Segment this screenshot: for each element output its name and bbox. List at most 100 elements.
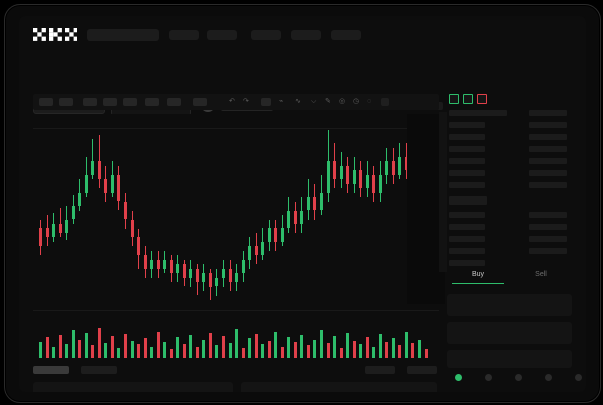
bottom-tab-active[interactable] <box>33 366 69 374</box>
candle-wick <box>216 268 218 296</box>
order-field-1[interactable] <box>447 294 572 316</box>
toolbar-interval-6[interactable] <box>145 98 159 106</box>
candle-wick <box>379 161 381 202</box>
volume-bar <box>280 346 284 358</box>
book-asks-icon[interactable] <box>477 94 487 104</box>
order-field-2[interactable] <box>447 322 572 344</box>
candle <box>261 228 265 260</box>
candle-wick <box>334 143 335 189</box>
bottom-panel-left[interactable] <box>33 382 233 392</box>
slider-dots[interactable] <box>447 374 586 384</box>
slider-dot-4[interactable] <box>545 374 552 381</box>
candle <box>293 201 297 233</box>
nav-item-2[interactable] <box>207 30 237 40</box>
candle <box>378 161 382 202</box>
volume-bar <box>274 331 278 358</box>
volume-bar <box>189 334 193 358</box>
bottom-panel-right[interactable] <box>241 382 437 392</box>
volume-bar <box>411 343 415 358</box>
order-field-3[interactable] <box>447 350 572 368</box>
toolbar-interval-1[interactable] <box>39 98 53 106</box>
volume-bar <box>45 337 49 358</box>
tab-buy[interactable]: Buy <box>447 268 509 282</box>
nav-item-4[interactable] <box>291 30 321 40</box>
volume-bar <box>339 347 343 358</box>
pencil-icon[interactable]: ✎ <box>325 98 331 105</box>
indicator-icon[interactable]: ⌵ <box>311 98 317 105</box>
slider-dot-5[interactable] <box>575 374 582 381</box>
redo-icon[interactable]: ↷ <box>243 98 249 105</box>
wave-icon[interactable]: ∿ <box>295 98 301 105</box>
timeframe-icon[interactable] <box>261 98 271 106</box>
candle-wick <box>177 255 179 283</box>
volume-bar <box>123 333 127 358</box>
camera-icon[interactable]: ◌ <box>367 98 372 105</box>
nav-search-field[interactable] <box>87 29 159 41</box>
price-chart[interactable] <box>33 114 439 364</box>
top-navigation <box>19 16 586 52</box>
toolbar-interval-5[interactable] <box>123 98 137 106</box>
fullscreen-icon[interactable] <box>381 98 389 106</box>
candle <box>398 143 402 180</box>
clock-icon[interactable]: ◷ <box>353 98 360 105</box>
volume-bar <box>391 338 395 358</box>
volume-bar <box>378 333 382 358</box>
toolbar-interval-4[interactable] <box>103 98 117 106</box>
candle-wick <box>236 264 237 292</box>
volume-bar <box>97 328 101 358</box>
candle-wick <box>268 219 270 251</box>
candle-wick <box>255 232 257 265</box>
candle <box>123 192 127 229</box>
candle-wick <box>144 246 146 278</box>
nav-item-5[interactable] <box>331 30 361 40</box>
volume-bar <box>267 340 271 358</box>
nav-item-1[interactable] <box>169 30 199 40</box>
candle <box>195 264 199 296</box>
slider-dot-2[interactable] <box>485 374 492 381</box>
toolbar-interval-2[interactable] <box>59 98 73 106</box>
best-price-row <box>449 196 487 205</box>
slider-dot-3[interactable] <box>515 374 522 381</box>
volume-bar <box>182 344 186 358</box>
candle <box>52 212 56 242</box>
order-form-tabs[interactable]: Buy Sell <box>447 268 572 288</box>
candle-wick <box>327 130 329 202</box>
nav-item-3[interactable] <box>251 30 281 40</box>
eye-icon[interactable]: ◎ <box>339 98 346 105</box>
toolbar-interval-7[interactable] <box>167 98 181 106</box>
candle <box>333 143 336 189</box>
undo-icon[interactable]: ↶ <box>229 98 235 105</box>
volume-bar <box>137 344 140 358</box>
candle <box>84 156 88 198</box>
candle <box>391 147 395 184</box>
toolbar-interval-8[interactable] <box>193 98 207 106</box>
volume-bar <box>248 338 252 358</box>
bottom-action-1[interactable] <box>365 366 395 374</box>
line-icon[interactable]: ⌁ <box>279 98 284 105</box>
slider-dot-1[interactable] <box>455 374 462 381</box>
okx-logo-icon[interactable] <box>33 28 77 42</box>
candle-wick <box>53 212 55 242</box>
candle <box>254 232 258 265</box>
book-bids-icon[interactable] <box>463 94 473 104</box>
chart-toolbar[interactable]: ↶ ↷ ⌁ ∿ ⌵ ✎ ◎ ◷ ◌ <box>33 94 439 110</box>
tab-sell[interactable]: Sell <box>510 268 572 282</box>
candle-wick <box>399 143 401 180</box>
candle-wick <box>353 156 355 193</box>
candle <box>137 228 140 269</box>
bottom-action-2[interactable] <box>407 366 437 374</box>
candle <box>104 165 108 202</box>
candle <box>221 259 225 287</box>
order-book-view-toggle[interactable] <box>449 94 487 104</box>
bottom-tab-2[interactable] <box>81 366 117 374</box>
book-both-icon[interactable] <box>449 94 459 104</box>
candle <box>130 210 134 247</box>
volume-bar <box>254 333 258 358</box>
toolbar-interval-3[interactable] <box>83 98 97 106</box>
candle <box>202 264 206 292</box>
candle-wick <box>40 219 41 256</box>
order-book-panel[interactable] <box>447 92 572 292</box>
volume-bar <box>215 345 219 358</box>
candle <box>228 259 232 292</box>
